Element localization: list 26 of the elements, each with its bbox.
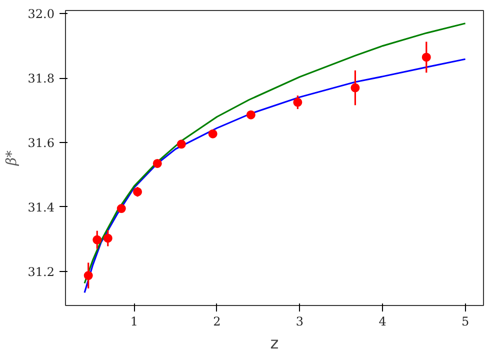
x-tick-label: 5 — [461, 314, 470, 328]
point — [176, 140, 186, 149]
y-tick-label: 31.2 — [28, 264, 54, 279]
point — [293, 98, 302, 107]
y-tick-label: 31.8 — [28, 72, 54, 86]
y-tick-label: 31.6 — [28, 136, 54, 150]
point — [133, 187, 142, 196]
point — [116, 204, 126, 214]
x-tick-label: 4 — [378, 314, 387, 328]
point — [350, 83, 360, 92]
x-axis-title: z — [270, 334, 279, 352]
point — [103, 234, 112, 243]
x-tick-label: 2 — [213, 314, 221, 328]
line-series — [84, 22, 466, 284]
point — [152, 158, 162, 168]
line-series — [84, 58, 466, 294]
y-tick-label: 31.4 — [28, 200, 55, 214]
point — [208, 129, 218, 138]
point — [84, 271, 93, 280]
x-tick-label: 3 — [296, 314, 304, 328]
point — [422, 52, 431, 62]
point — [92, 235, 102, 244]
y-tick-label: 32.0 — [28, 7, 54, 22]
point — [246, 110, 256, 120]
x-tick-label: 1 — [130, 314, 138, 328]
y-axis-title: β* — [4, 150, 20, 167]
